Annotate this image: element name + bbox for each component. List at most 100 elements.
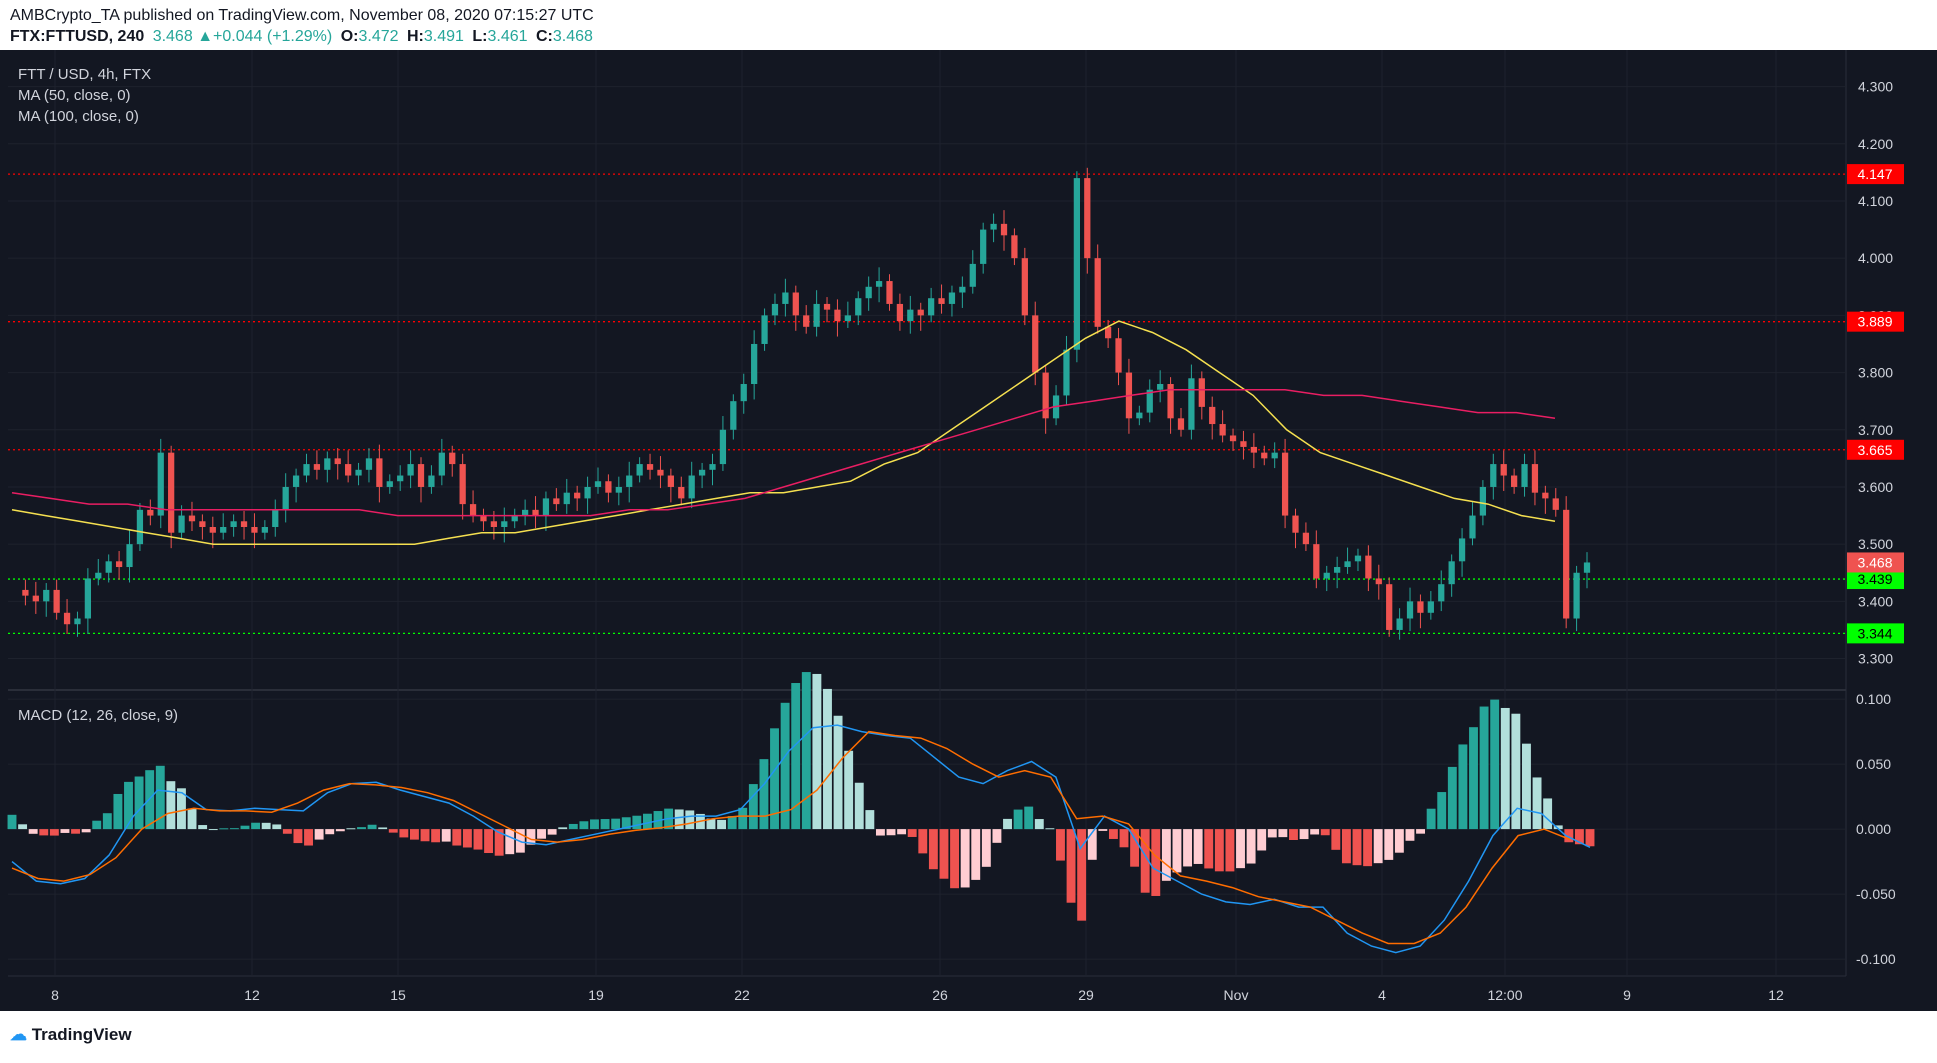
- candle-body: [1302, 532, 1310, 545]
- candle-body: [1479, 486, 1487, 516]
- low-key: L:: [472, 28, 488, 45]
- macd-histogram-bar: [166, 781, 176, 830]
- trading-chart[interactable]: 4.3004.2004.1004.0003.9003.8003.7003.600…: [0, 50, 1937, 1011]
- macd-histogram-bar: [49, 829, 59, 836]
- candle-body: [1011, 235, 1018, 259]
- candle-body: [1469, 515, 1476, 539]
- macd-histogram-bar: [1564, 829, 1574, 843]
- macd-histogram-bar: [812, 673, 822, 830]
- close-value: 3.468: [552, 28, 593, 45]
- macd-histogram-bar: [590, 819, 599, 830]
- level-label-text: 3.344: [1857, 625, 1892, 641]
- close-key: C:: [535, 28, 553, 45]
- candle-body: [1365, 555, 1372, 579]
- candle-body: [563, 492, 570, 505]
- candle-body: [1094, 258, 1101, 327]
- up-arrow-icon: ▲: [197, 28, 214, 45]
- candle-body: [792, 292, 799, 316]
- price-change: +0.044 (+1.29%): [213, 28, 333, 45]
- candle-body: [449, 452, 456, 465]
- macd-histogram-bar: [727, 816, 737, 830]
- macd-histogram-bar: [187, 808, 197, 830]
- macd-histogram-bar: [39, 829, 49, 836]
- candle-body: [355, 469, 362, 476]
- macd-histogram-bar: [1363, 829, 1373, 867]
- symbol-label: FTX:FTTUSD, 240: [10, 28, 145, 45]
- macd-histogram-bar: [272, 824, 282, 830]
- candle-body: [1271, 452, 1278, 459]
- time-tick-label: 9: [1623, 987, 1631, 1003]
- macd-histogram-bar: [632, 815, 642, 830]
- candle-body: [1396, 618, 1403, 630]
- candle-body: [1511, 475, 1518, 487]
- macd-histogram-bar: [367, 824, 377, 830]
- macd-histogram-bar: [18, 824, 28, 830]
- candle-body: [782, 292, 789, 304]
- macd-histogram-bar: [1278, 829, 1288, 838]
- price-tick-label: 3.300: [1858, 651, 1893, 667]
- candle-body: [428, 475, 435, 487]
- macd-histogram-bar: [1045, 828, 1055, 830]
- low-value: 3.461: [487, 28, 528, 45]
- level-label-text: 3.439: [1857, 571, 1892, 587]
- candle-body: [1136, 412, 1143, 419]
- macd-histogram-bar: [198, 825, 208, 830]
- chart-title: FTT / USD, 4h, FTX: [18, 66, 152, 83]
- candle-body: [345, 464, 352, 476]
- candle-body: [761, 315, 768, 344]
- macd-histogram-bar: [717, 819, 727, 830]
- macd-histogram-bar: [229, 828, 239, 830]
- price-labels: 4.147 3.889 3.665 3.439 3.344 3.468: [1847, 164, 1904, 644]
- macd-histogram-bar: [738, 807, 748, 830]
- macd-histogram-bar: [124, 781, 133, 830]
- macd-histogram-bar: [1543, 798, 1553, 830]
- macd-axis: 0.100 0.050 0.000 -0.050 -0.100: [1856, 691, 1896, 967]
- candle-body: [1438, 584, 1445, 602]
- time-tick-label: 15: [390, 987, 406, 1003]
- candle-body: [751, 343, 758, 385]
- horizontal-levels[interactable]: [8, 173, 1846, 635]
- macd-histogram-bar: [971, 829, 981, 880]
- candle-body: [834, 309, 841, 322]
- macd-histogram-bar: [346, 828, 356, 830]
- level-label-box: [1847, 569, 1904, 590]
- time-tick-label: 19: [588, 987, 604, 1003]
- macd-histogram-bar: [558, 827, 568, 830]
- candle-body: [188, 515, 196, 522]
- candle-body: [397, 475, 404, 482]
- publisher-line: AMBCrypto_TA published on TradingView.co…: [10, 7, 594, 24]
- macd-histogram-bar: [92, 820, 102, 830]
- macd-histogram-bar: [1108, 829, 1118, 839]
- candle-body: [730, 401, 737, 430]
- macd-histogram-bar: [420, 829, 430, 842]
- candle-body: [1375, 578, 1382, 585]
- candle-body: [1563, 509, 1570, 619]
- tradingview-logo[interactable]: ☁ TradingView: [10, 1025, 132, 1045]
- macd-histogram-bar: [388, 829, 398, 833]
- candle-body: [115, 561, 123, 568]
- price-tick-label: 3.700: [1858, 422, 1893, 438]
- macd-histogram-bar: [462, 829, 472, 848]
- candle-body: [1021, 258, 1028, 316]
- moving-averages: [11, 320, 1556, 545]
- candle-body: [698, 469, 706, 476]
- macd-histogram-bar: [325, 829, 335, 835]
- macd-histogram-bar: [886, 829, 896, 836]
- candle-body: [1386, 584, 1393, 630]
- macd-histogram-bar: [950, 829, 960, 889]
- candle-body: [615, 486, 622, 493]
- macd-histogram-bar: [568, 823, 578, 830]
- candle-body: [803, 315, 810, 327]
- footer: ☁ TradingView: [0, 1011, 1937, 1063]
- macd-histogram-bar: [706, 818, 716, 830]
- signal-line: [11, 730, 1571, 945]
- macd-histogram-bar: [833, 715, 843, 830]
- time-tick-label: 12: [244, 987, 260, 1003]
- macd-histogram-bar: [642, 813, 652, 830]
- candle-body: [709, 464, 716, 470]
- macd-histogram-bar: [219, 828, 229, 830]
- candle-body: [282, 486, 289, 510]
- candle-body: [324, 458, 331, 470]
- candle-body: [53, 589, 60, 613]
- candle-body: [136, 509, 144, 545]
